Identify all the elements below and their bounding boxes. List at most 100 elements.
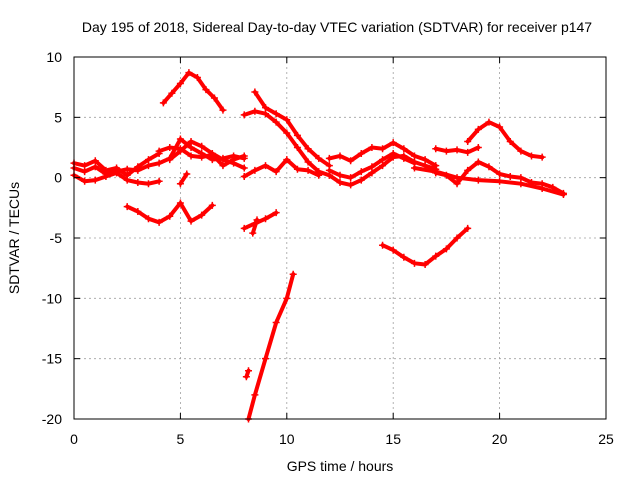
- series-arc-18: [325, 152, 440, 189]
- data-point: [283, 294, 291, 302]
- data-point: [315, 168, 323, 176]
- data-point: [155, 159, 163, 167]
- data-point: [262, 162, 270, 170]
- series-arc-8: [176, 170, 191, 188]
- data-point: [400, 253, 408, 261]
- y-tick-label: -10: [42, 290, 62, 306]
- data-point: [389, 246, 397, 254]
- data-point: [144, 162, 152, 170]
- data-point: [102, 170, 110, 178]
- data-point: [155, 147, 163, 155]
- data-point: [293, 165, 301, 173]
- chart-title: Day 195 of 2018, Sidereal Day-to-day VTE…: [82, 19, 592, 35]
- data-point: [432, 169, 440, 177]
- data-point: [496, 170, 504, 178]
- data-point: [244, 367, 252, 375]
- data-point: [219, 156, 227, 164]
- y-tick-label: 0: [54, 170, 62, 186]
- data-point: [198, 211, 206, 219]
- data-point: [91, 157, 99, 165]
- data-point: [464, 137, 472, 145]
- data-point: [549, 183, 557, 191]
- data-point: [283, 156, 291, 164]
- data-point: [272, 209, 280, 217]
- data-point: [357, 176, 365, 184]
- series-arc-21: [432, 144, 482, 156]
- data-point: [272, 318, 280, 326]
- data-point: [272, 168, 280, 176]
- data-point: [91, 176, 99, 184]
- data-point: [474, 158, 482, 166]
- data-point: [185, 69, 193, 77]
- data-point: [144, 156, 152, 164]
- series-arc-9: [240, 156, 323, 180]
- series-arc-13: [249, 216, 261, 237]
- data-point: [453, 180, 461, 188]
- data-point: [251, 391, 259, 399]
- series-arc-5: [166, 137, 248, 172]
- series-line: [380, 226, 470, 267]
- data-point: [538, 153, 546, 161]
- y-axis-label: SDTVAR / TECUs: [6, 182, 22, 294]
- x-tick-labels: 0 5 10 15 20 25: [70, 431, 614, 447]
- data-point: [210, 94, 218, 102]
- data-point: [168, 89, 176, 97]
- y-tick-label: 5: [54, 109, 62, 125]
- data-point: [219, 162, 227, 170]
- data-point: [442, 147, 450, 155]
- data-point: [304, 166, 312, 174]
- data-point: [432, 145, 440, 153]
- data-point: [176, 80, 184, 88]
- series-line: [242, 210, 279, 231]
- data-point: [336, 171, 344, 179]
- data-point: [357, 150, 365, 158]
- data-point: [421, 261, 429, 269]
- data-point: [304, 145, 312, 153]
- data-point: [262, 104, 270, 112]
- data-point: [517, 147, 525, 155]
- y-tick-label: -20: [42, 411, 62, 427]
- data-point: [134, 166, 142, 174]
- data-point: [506, 137, 514, 145]
- data-point: [283, 116, 291, 124]
- data-point: [389, 139, 397, 147]
- data-point: [347, 181, 355, 189]
- series-line: [252, 90, 332, 168]
- data-point: [496, 177, 504, 185]
- data-point: [528, 152, 536, 160]
- data-point: [357, 168, 365, 176]
- data-point: [262, 110, 270, 118]
- data-point: [262, 355, 270, 363]
- series-line: [465, 120, 545, 160]
- data-point: [240, 111, 248, 119]
- data-point: [159, 99, 167, 107]
- data-point: [187, 144, 195, 151]
- data-point: [379, 241, 387, 249]
- data-point: [176, 180, 184, 188]
- data-point: [123, 176, 131, 184]
- data-point: [134, 178, 142, 186]
- data-point: [453, 234, 461, 242]
- series-arc-6: [159, 69, 227, 114]
- data-point: [251, 166, 259, 174]
- data-point: [202, 86, 210, 94]
- data-point: [251, 107, 259, 115]
- data-point: [421, 156, 429, 164]
- data-point: [240, 172, 248, 180]
- data-point: [240, 164, 248, 172]
- data-point: [400, 145, 408, 153]
- data-point: [400, 152, 408, 160]
- y-tick-label: 10: [46, 49, 62, 65]
- data-point: [166, 144, 174, 151]
- data-point: [219, 106, 227, 114]
- data-point: [315, 154, 323, 162]
- data-point: [496, 123, 504, 131]
- series-line: [246, 272, 296, 421]
- x-tick-label: 25: [598, 431, 614, 447]
- x-tick-label: 10: [279, 431, 295, 447]
- data-point: [230, 159, 238, 167]
- data-point: [464, 166, 472, 174]
- data-point: [379, 162, 387, 170]
- data-point: [144, 180, 152, 188]
- data-point: [379, 145, 387, 153]
